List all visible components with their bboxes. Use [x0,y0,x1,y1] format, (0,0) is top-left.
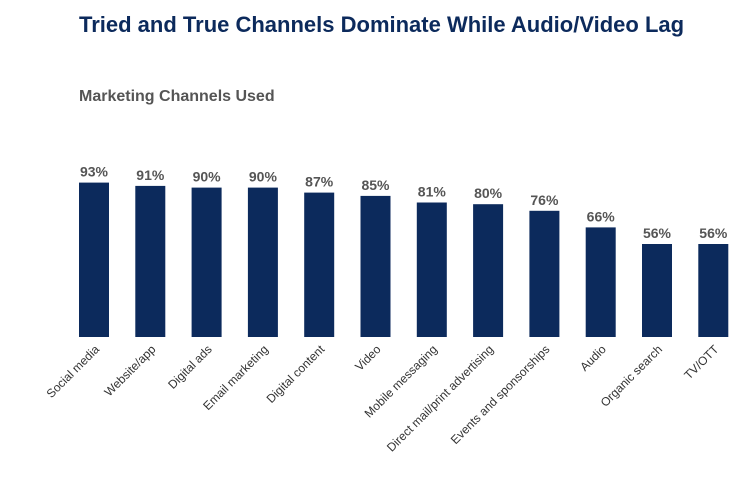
value-label: 87% [305,174,334,190]
bar [360,195,391,337]
value-label: 56% [643,225,672,241]
value-label: 90% [193,169,222,185]
category-label: Website/app [101,342,158,399]
value-label: 93% [80,164,109,180]
value-label-group: 93% 91% 90% 90% 87% 85% 81% 80% 76% 66% 56% 56% [80,164,728,241]
category-label: Social media [44,342,103,401]
bar [191,187,222,337]
category-label: Events and sponsorships [448,342,553,447]
bar [642,244,672,337]
category-label: Digital content [264,342,328,406]
bar [135,185,166,337]
category-label-group: Social media Website/app Digital adsEmail … [44,342,722,455]
category-label: Direct mail/print advertising [384,342,496,454]
category-label: Video [352,342,384,374]
value-label: 85% [361,177,390,193]
bar [529,210,560,337]
category-label: Audio [577,342,609,374]
value-label: 66% [587,208,616,224]
category-label: Digital ads [165,342,215,392]
bar [79,182,109,337]
value-label: 80% [474,185,503,201]
chart-subtitle: Marketing Channels Used [79,88,275,105]
bar [416,202,447,337]
bar [473,204,504,337]
value-label: 76% [530,192,559,208]
category-label: TV/OTT [681,342,722,383]
value-label: 90% [249,169,278,185]
value-label: 81% [418,184,447,200]
bar-group [79,182,729,337]
bar [585,227,616,337]
bar [698,244,729,337]
bar [304,192,335,337]
value-label: 56% [699,225,728,241]
bar [247,187,278,337]
value-label: 91% [136,167,165,183]
chart-title: Tried and True Channels Dominate While A… [79,12,685,37]
